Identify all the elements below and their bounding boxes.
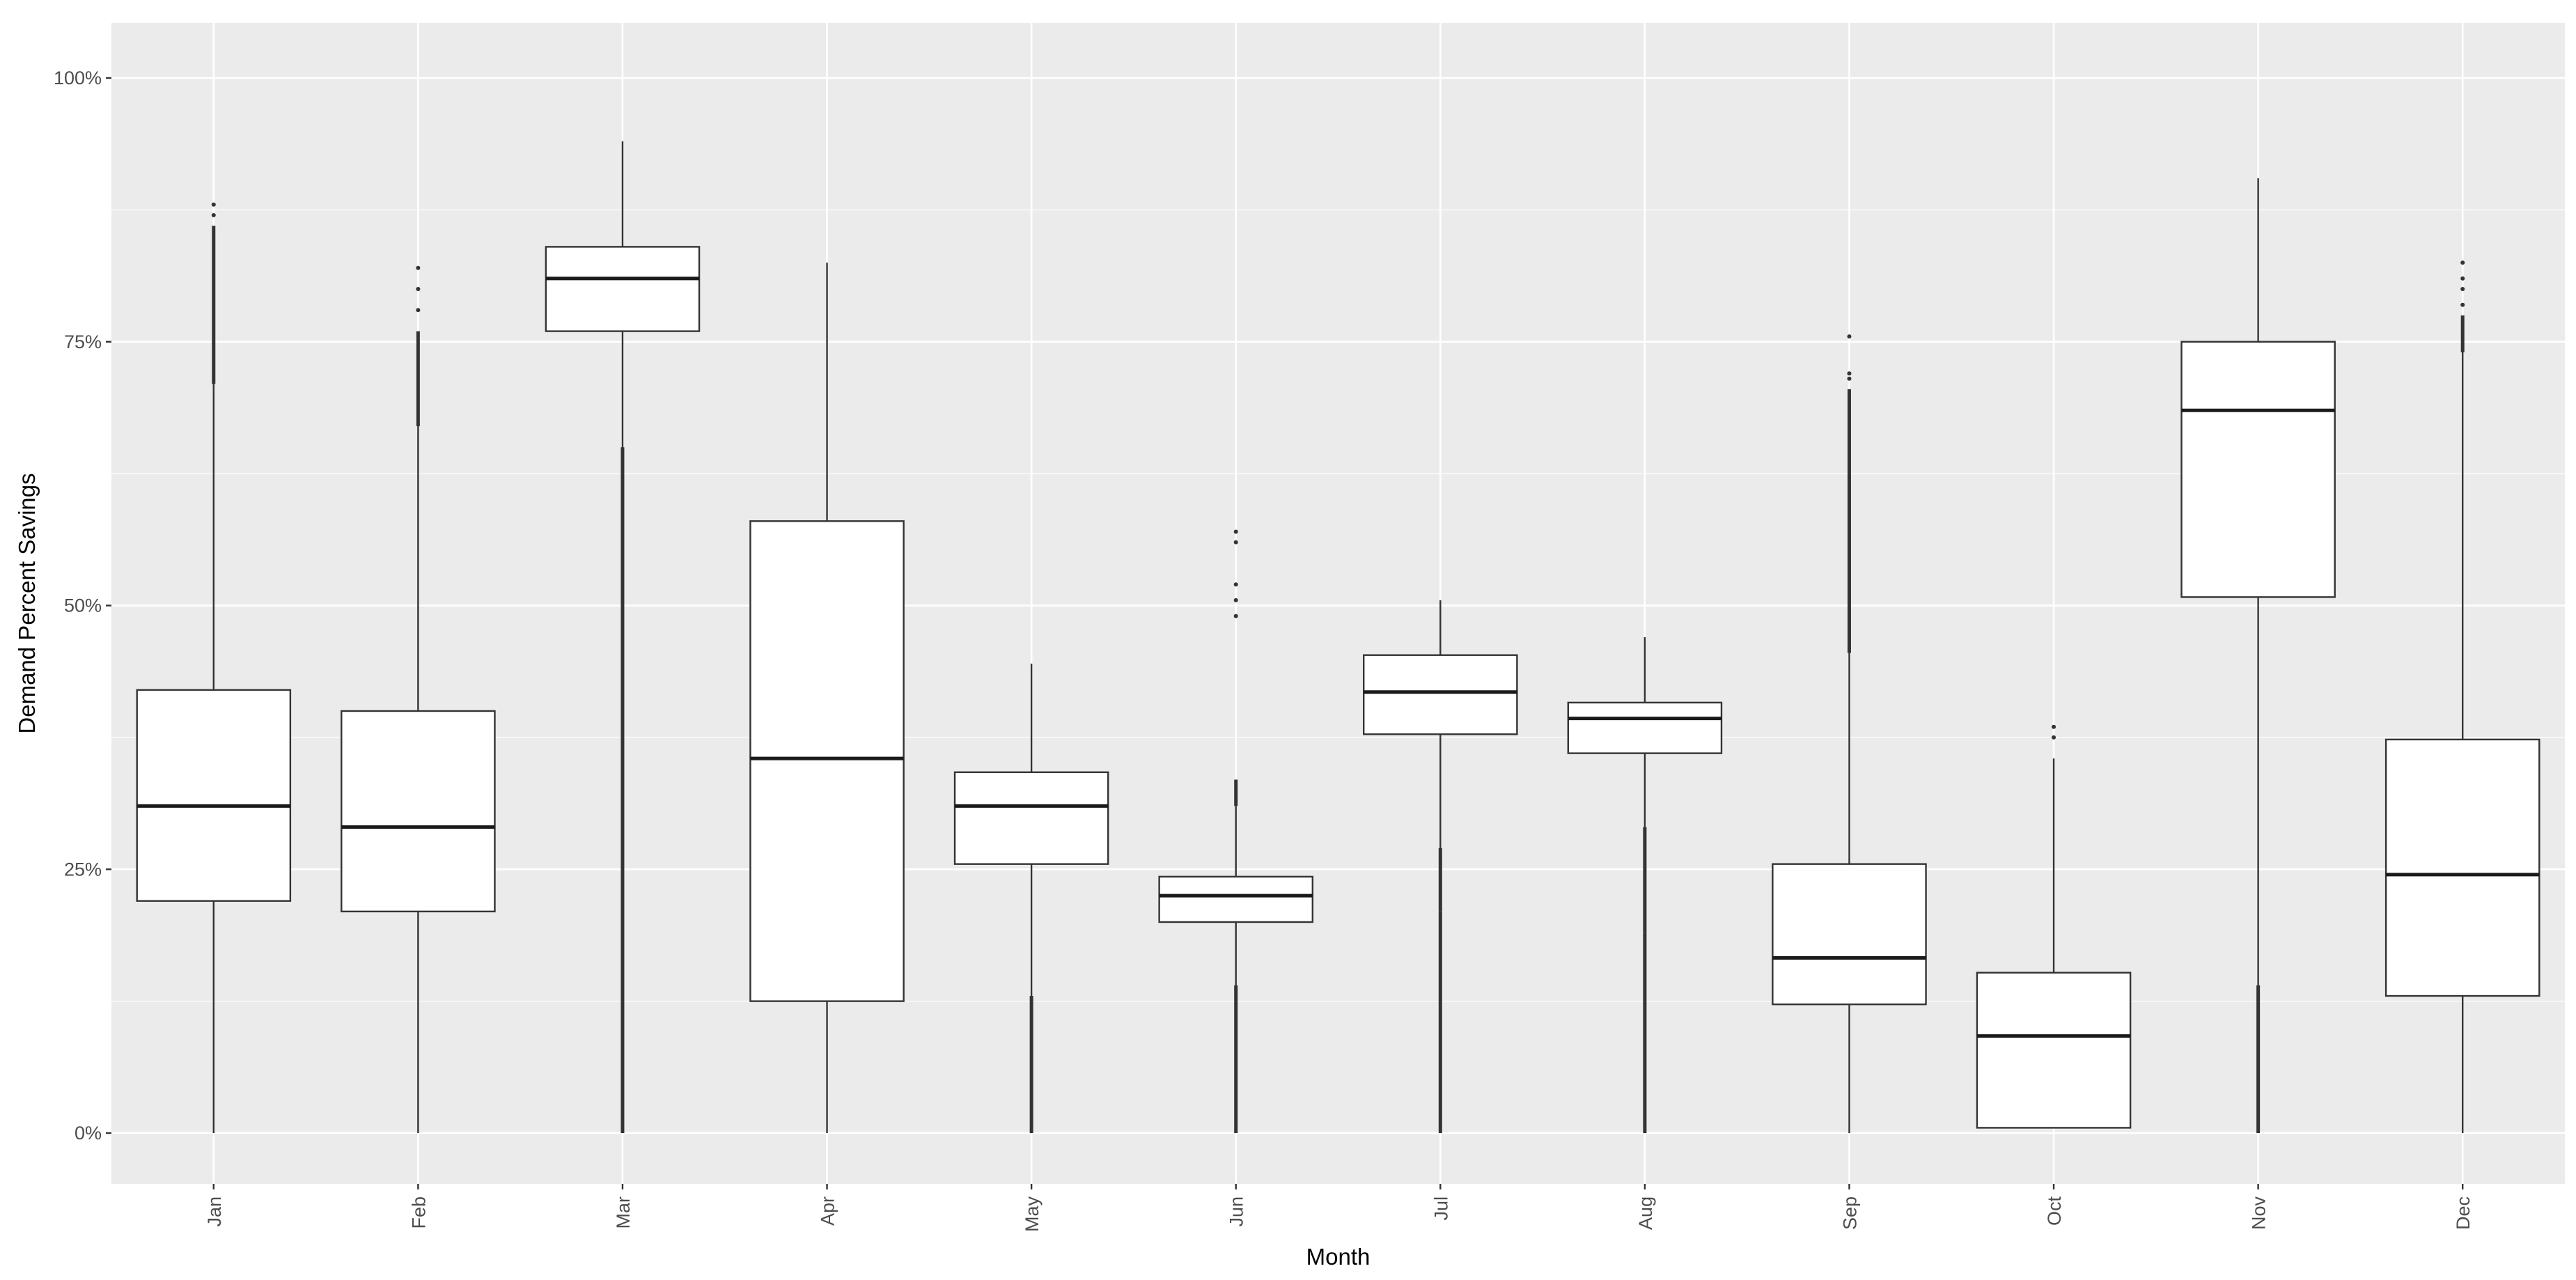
outlier-point	[1233, 540, 1238, 545]
outlier-point	[1847, 376, 1852, 381]
box-may	[953, 663, 1109, 1133]
x-tick-label: Mar	[613, 1196, 634, 1229]
outlier-point	[1847, 371, 1852, 376]
box-iqr	[1362, 654, 1518, 735]
y-tick-label: 75%	[64, 331, 102, 352]
box-apr	[749, 263, 905, 1133]
box-iqr	[136, 689, 292, 902]
box-sep	[1772, 334, 1927, 1133]
outlier-point	[416, 265, 421, 270]
outlier-point	[2460, 302, 2465, 307]
outlier-point	[1233, 614, 1238, 618]
x-tick-label: Nov	[2249, 1196, 2270, 1231]
box-series	[136, 141, 2540, 1133]
outlier-point	[1233, 598, 1238, 602]
box-iqr	[2384, 738, 2540, 997]
x-tick-label: Apr	[818, 1196, 838, 1226]
x-tick-label: Oct	[2044, 1196, 2065, 1226]
box-dec	[2384, 260, 2540, 1133]
outlier-point	[2460, 287, 2465, 291]
outlier-point	[416, 308, 421, 313]
x-tick-label: May	[1022, 1196, 1043, 1233]
box-iqr	[1158, 875, 1314, 923]
box-iqr	[341, 710, 496, 913]
box-iqr	[2180, 341, 2336, 598]
outlier-point	[211, 212, 216, 217]
y-tick-label: 100%	[54, 68, 102, 88]
x-axis-title: Month	[1306, 1244, 1371, 1270]
y-axis-ticks: 0% 25% 50% 75% 100%	[54, 68, 111, 1144]
plot-panel	[111, 23, 2565, 1184]
outlier-point	[2052, 724, 2056, 729]
y-axis-title: Demand Percent Savings	[14, 473, 40, 733]
outlier-point	[2460, 276, 2465, 281]
y-tick-label: 50%	[64, 595, 102, 616]
outlier-point	[1847, 334, 1852, 339]
box-iqr	[749, 520, 905, 1002]
box-aug	[1567, 637, 1723, 1133]
y-tick-label: 0%	[75, 1123, 102, 1144]
x-tick-label: Dec	[2453, 1196, 2474, 1230]
box-nov	[2180, 178, 2336, 1133]
x-tick-label: Feb	[408, 1196, 429, 1229]
x-axis-ticks: Jan Feb Mar Apr May Jun Jul Aug Sep Oct Nov Dec	[204, 1184, 2474, 1232]
outlier-point	[2460, 260, 2465, 265]
box-feb	[341, 265, 496, 1133]
outlier-point	[2052, 735, 2056, 740]
outlier-point	[416, 287, 421, 291]
minor-gridlines	[111, 209, 2565, 1002]
box-mar	[545, 141, 701, 1133]
box-iqr	[1976, 971, 2132, 1129]
box-jul	[1362, 600, 1518, 1133]
box-oct	[1976, 724, 2132, 1129]
box-iqr	[545, 246, 701, 332]
box-iqr	[1567, 701, 1723, 754]
x-tick-label: Aug	[1635, 1196, 1656, 1230]
outlier-point	[1233, 582, 1238, 587]
box-jan	[136, 202, 292, 1133]
x-tick-label: Jul	[1430, 1196, 1451, 1221]
box-jun	[1158, 529, 1314, 1133]
box-iqr	[953, 771, 1109, 865]
box-iqr	[1772, 863, 1927, 1006]
outlier-point	[211, 202, 216, 207]
outlier-point	[1233, 529, 1238, 534]
x-tick-label: Jan	[204, 1196, 225, 1227]
x-tick-label: Sep	[1839, 1196, 1860, 1230]
y-tick-label: 25%	[64, 859, 102, 880]
x-tick-label: Jun	[1226, 1196, 1247, 1227]
